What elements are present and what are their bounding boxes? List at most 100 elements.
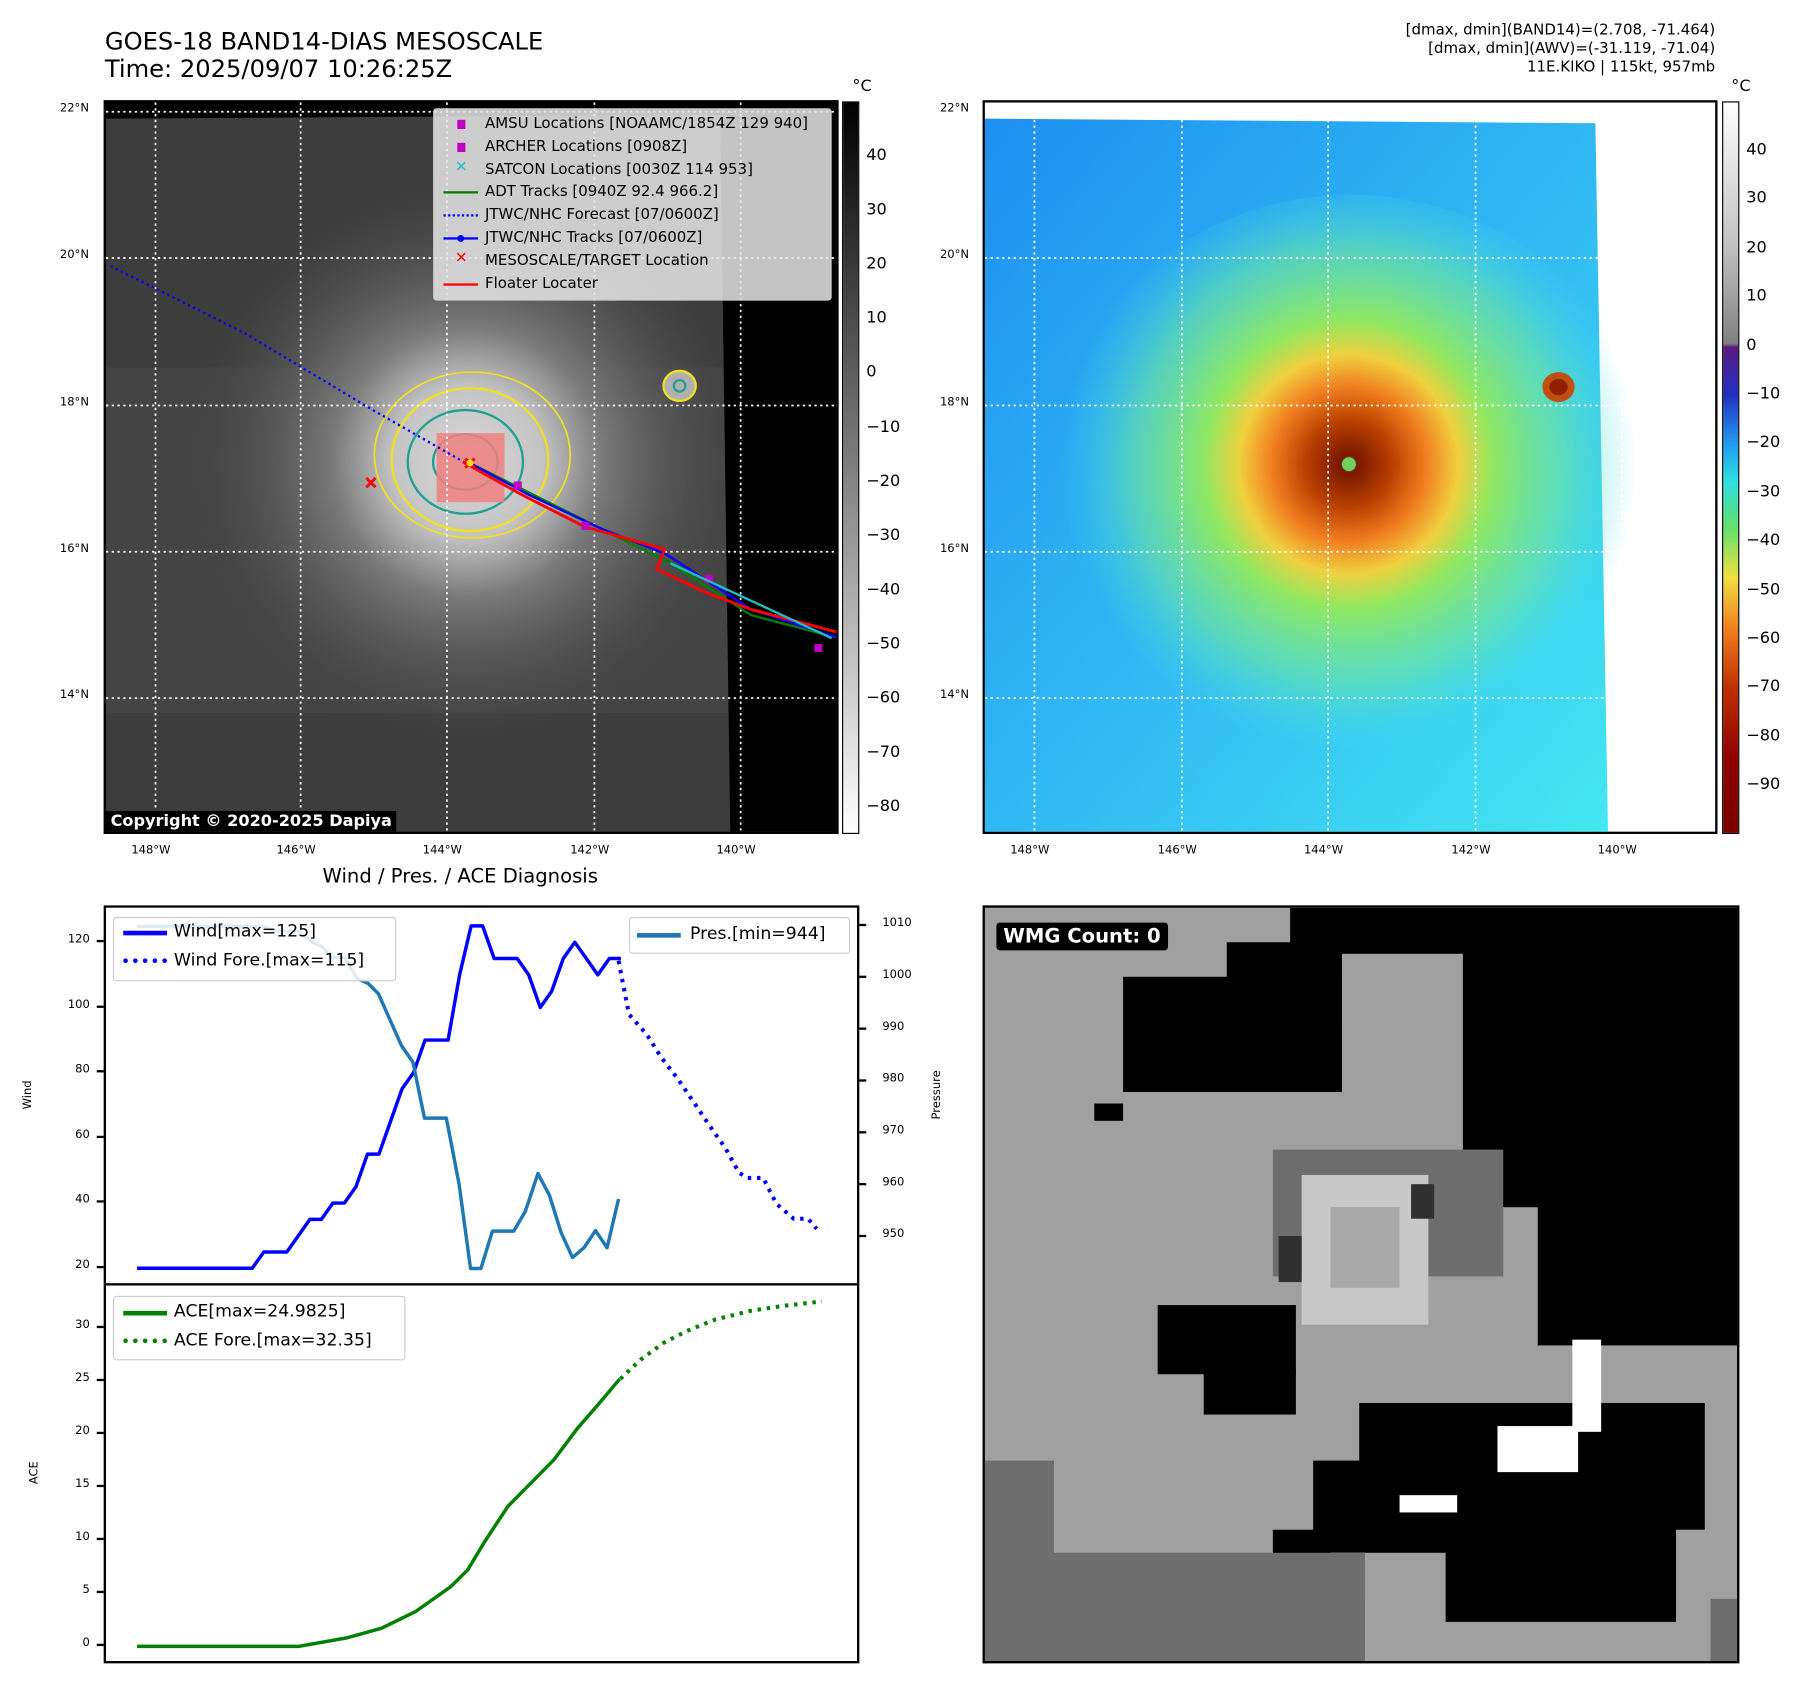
right-colorbar-tick: −90 (1746, 775, 1781, 794)
map-legend-label: MESOSCALE/TARGET Location (484, 252, 709, 270)
wind-tick-mark (96, 1265, 104, 1269)
wind-tick-mark (96, 1070, 104, 1073)
floater-track (462, 460, 837, 634)
latitude-label: 20°N (59, 248, 89, 262)
legend-symbol-icon (443, 278, 479, 290)
right-colorbar-tick: −30 (1746, 482, 1781, 501)
wind-tick-label: 20 (75, 1259, 90, 1272)
ace-tick-label: 20 (75, 1424, 90, 1438)
ace-forecast-legend-swatch (123, 1338, 168, 1344)
longitude-label: 146°W (1157, 844, 1197, 858)
chart-title: Wind / Pres. / ACE Diagnosis (322, 865, 598, 889)
copyright-label: Copyright © 2020-2025 Dapiya (105, 810, 397, 832)
ace-tick-label: 5 (82, 1584, 90, 1597)
wmg-count-label: WMG Count: 0 (996, 922, 1168, 951)
latitude-label: 16°N (939, 542, 969, 556)
left-colorbar-tick: −20 (866, 471, 901, 491)
awv-map-panel (982, 100, 1718, 834)
map-legend-item: Floater Locater (434, 274, 826, 295)
wind-tick-mark (96, 1005, 104, 1008)
pressure-tick-mark (859, 1079, 867, 1082)
pressure-axis-label: Pressure (930, 1070, 944, 1120)
wind-legend: Wind[max=125] Wind Fore.[max=115] (112, 916, 397, 982)
map-legend-label: ADT Tracks [0940Z 92.4 966.2] (484, 183, 719, 201)
pressure-tick-mark (859, 1131, 867, 1134)
forecast-track (110, 265, 469, 466)
pressure-tick-label: 1000 (882, 968, 912, 982)
wind-forecast-legend-swatch (123, 958, 168, 963)
left-colorbar-tick: 0 (866, 363, 877, 382)
legend-symbol-icon (443, 210, 479, 222)
wind-pressure-chart: Wind[max=125] Wind Fore.[max=115] Pres.[… (103, 905, 860, 1286)
map-legend-label: AMSU Locations [NOAAMC/1854Z 129 940] (484, 115, 809, 133)
right-colorbar-tick: −60 (1746, 628, 1781, 648)
map-legend: AMSU Locations [NOAAMC/1854Z 129 940] ARC… (433, 108, 832, 301)
latitude-label: 16°N (59, 542, 89, 556)
left-colorbar-tick: 10 (866, 309, 887, 328)
figure-title: GOES-18 BAND14-DIAS MESOSCALE Time: 2025… (105, 28, 543, 83)
longitude-label: 140°W (1597, 844, 1637, 858)
info-line-2: [dmax, dmin](AWV)=(-31.119, -71.04) (1428, 40, 1716, 58)
latitude-label: 20°N (939, 248, 969, 262)
latitude-label: 14°N (59, 688, 89, 702)
ir-map-panel: Copyright © 2020-2025 Dapiya AMSU Locati… (103, 100, 839, 834)
series-line-ace (137, 1377, 622, 1649)
longitude-label: 148°W (131, 844, 171, 858)
ace-tick-label: 15 (75, 1477, 90, 1491)
left-colorbar-tick: 20 (866, 254, 887, 274)
ace-legend: ACE[max=24.9825] ACE Fore.[max=32.35] (112, 1295, 406, 1361)
series-line-wind-fore- (616, 960, 819, 1231)
pressure-tick-mark (859, 1183, 867, 1186)
right-colorbar-tick: 30 (1746, 189, 1767, 208)
right-colorbar-tick: −10 (1746, 384, 1781, 404)
right-colorbar-tick: −80 (1746, 726, 1781, 746)
map-legend-label: SATCON Locations [0030Z 114 953] (484, 160, 753, 179)
right-colorbar-tick: −40 (1746, 531, 1781, 550)
series-line-ace-fore- (618, 1299, 823, 1381)
longitude-label: 144°W (1303, 844, 1344, 858)
pressure-tick-label: 980 (882, 1072, 905, 1086)
longitude-label: 148°W (1010, 844, 1050, 858)
wind-tick-label: 100 (67, 998, 90, 1011)
pressure-tick-label: 960 (882, 1176, 905, 1189)
wind-legend-solid-swatch (123, 930, 168, 936)
ace-tick-mark (96, 1378, 104, 1382)
legend-symbol-icon (443, 119, 478, 131)
wind-tick-mark (96, 939, 104, 943)
map-legend-item: AMSU Locations [NOAAMC/1854Z 129 940] (434, 114, 826, 135)
pressure-tick-label: 970 (882, 1124, 905, 1138)
right-colorbar-tick: −20 (1746, 433, 1781, 452)
ace-forecast-legend-label: ACE Fore.[max=32.35] (173, 1329, 372, 1351)
left-colorbar-tick: −60 (866, 688, 901, 708)
map-legend-item: ✕ MESOSCALE/TARGET Location (434, 250, 826, 272)
ace-tick-label: 0 (82, 1637, 90, 1650)
legend-symbol-icon (443, 187, 479, 199)
ace-tick-mark (96, 1431, 104, 1435)
wind-legend-label: Wind[max=125] (173, 920, 316, 942)
map-gridlines (984, 102, 1716, 832)
map-legend-item: ✕ SATCON Locations [0030Z 114 953] (434, 158, 826, 181)
right-colorbar-tick: −50 (1746, 580, 1781, 599)
left-colorbar-tick: 30 (866, 200, 887, 219)
wind-tick-label: 120 (67, 933, 90, 946)
left-colorbar-tick: −40 (866, 580, 901, 599)
right-colorbar-tick: −70 (1746, 677, 1781, 697)
pressure-legend-label: Pres.[min=944] (689, 922, 826, 944)
ace-tick-label: 10 (75, 1531, 90, 1544)
pressure-legend: Pres.[min=944] (628, 916, 851, 954)
latitude-label: 18°N (59, 396, 89, 409)
ace-plot (137, 1299, 823, 1649)
map-legend-item: JTWC/NHC Forecast [07/0600Z] (434, 205, 826, 226)
wind-tick-label: 80 (75, 1063, 90, 1077)
wmg-panel: WMG Count: 0 (982, 905, 1740, 1664)
pressure-tick-mark (859, 975, 867, 979)
wind-forecast-legend-label: Wind Fore.[max=115] (173, 949, 365, 970)
left-colorbar-unit: °C (852, 77, 872, 96)
latitude-label: 22°N (939, 102, 969, 116)
longitude-label: 146°W (276, 844, 316, 858)
pressure-tick-mark (859, 924, 867, 927)
pressure-tick-label: 950 (882, 1228, 905, 1241)
left-colorbar-tick: −50 (866, 634, 901, 654)
info-line-3: 11E.KIKO | 115kt, 957mb (1526, 58, 1716, 77)
